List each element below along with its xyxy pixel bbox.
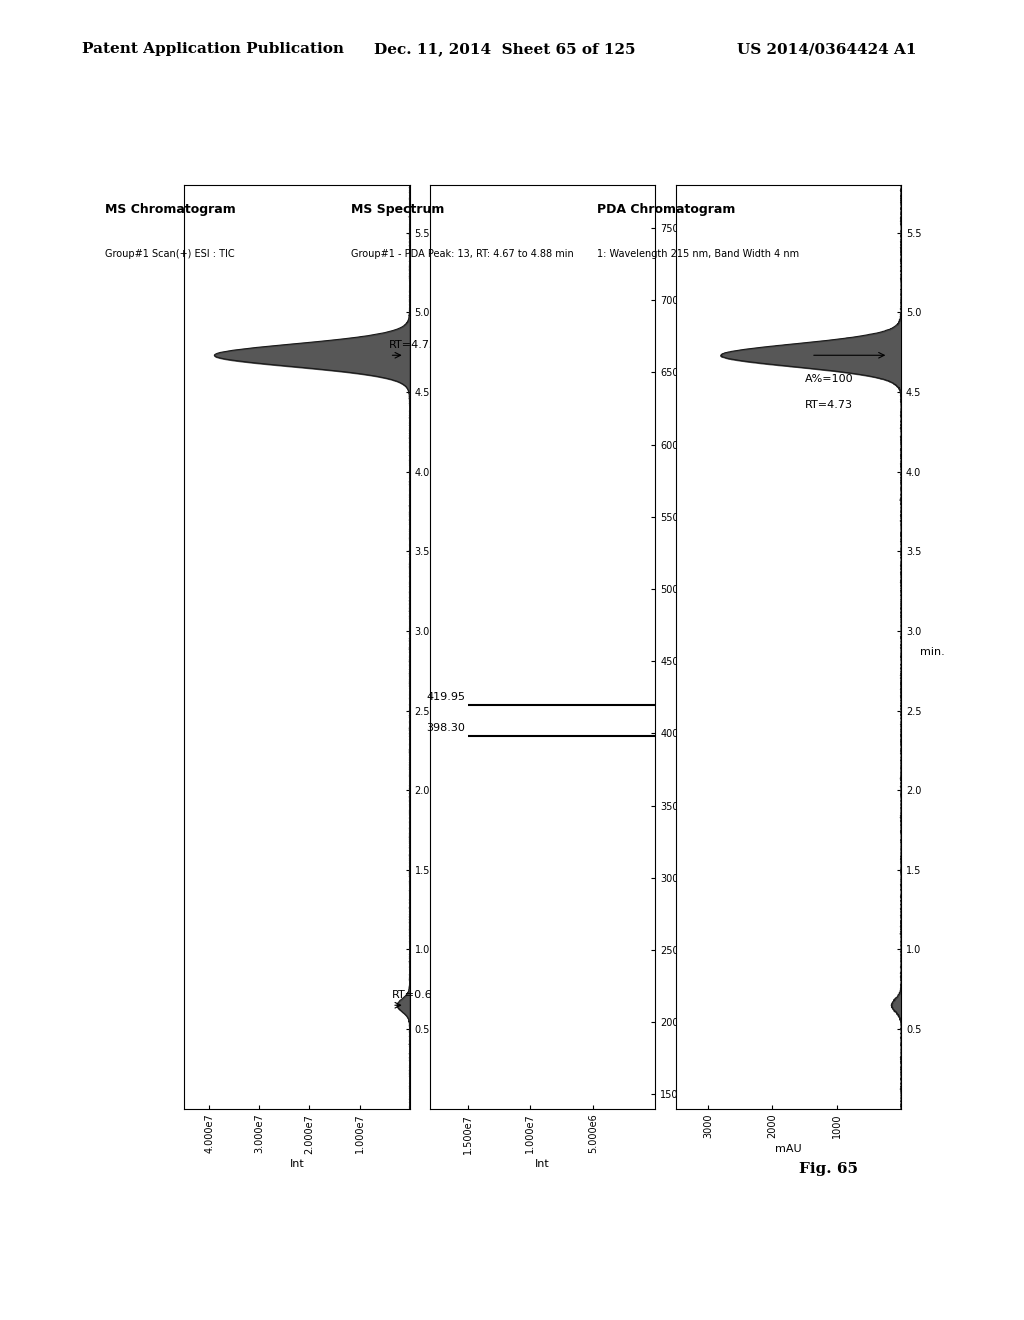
Y-axis label: min.: min. bbox=[429, 647, 454, 657]
Text: Fig. 65: Fig. 65 bbox=[799, 1162, 858, 1176]
Text: MS Chromatogram: MS Chromatogram bbox=[105, 203, 237, 216]
X-axis label: Int: Int bbox=[536, 1159, 550, 1170]
X-axis label: Int: Int bbox=[290, 1159, 304, 1170]
Text: PDA Chromatogram: PDA Chromatogram bbox=[597, 203, 735, 216]
Text: 1: Wavelength 215 nm, Band Width 4 nm: 1: Wavelength 215 nm, Band Width 4 nm bbox=[597, 249, 799, 260]
Text: Group#1 - PDA Peak: 13, RT: 4.67 to 4.88 min: Group#1 - PDA Peak: 13, RT: 4.67 to 4.88… bbox=[351, 249, 574, 260]
Text: Patent Application Publication: Patent Application Publication bbox=[82, 42, 344, 57]
Text: A%=100: A%=100 bbox=[805, 374, 853, 384]
Text: 398.30: 398.30 bbox=[426, 723, 465, 733]
Y-axis label: m/z: m/z bbox=[682, 647, 703, 657]
X-axis label: mAU: mAU bbox=[775, 1144, 802, 1154]
Text: RT=4.73: RT=4.73 bbox=[805, 400, 853, 411]
Text: Dec. 11, 2014  Sheet 65 of 125: Dec. 11, 2014 Sheet 65 of 125 bbox=[374, 42, 635, 57]
Text: MS Spectrum: MS Spectrum bbox=[351, 203, 444, 216]
Text: 419.95: 419.95 bbox=[426, 692, 465, 702]
Text: RT=0.65: RT=0.65 bbox=[391, 990, 439, 1001]
Y-axis label: min.: min. bbox=[921, 647, 945, 657]
Text: RT=4.73: RT=4.73 bbox=[388, 341, 436, 351]
Text: US 2014/0364424 A1: US 2014/0364424 A1 bbox=[737, 42, 916, 57]
Text: Group#1 Scan(+) ESI : TIC: Group#1 Scan(+) ESI : TIC bbox=[105, 249, 236, 260]
